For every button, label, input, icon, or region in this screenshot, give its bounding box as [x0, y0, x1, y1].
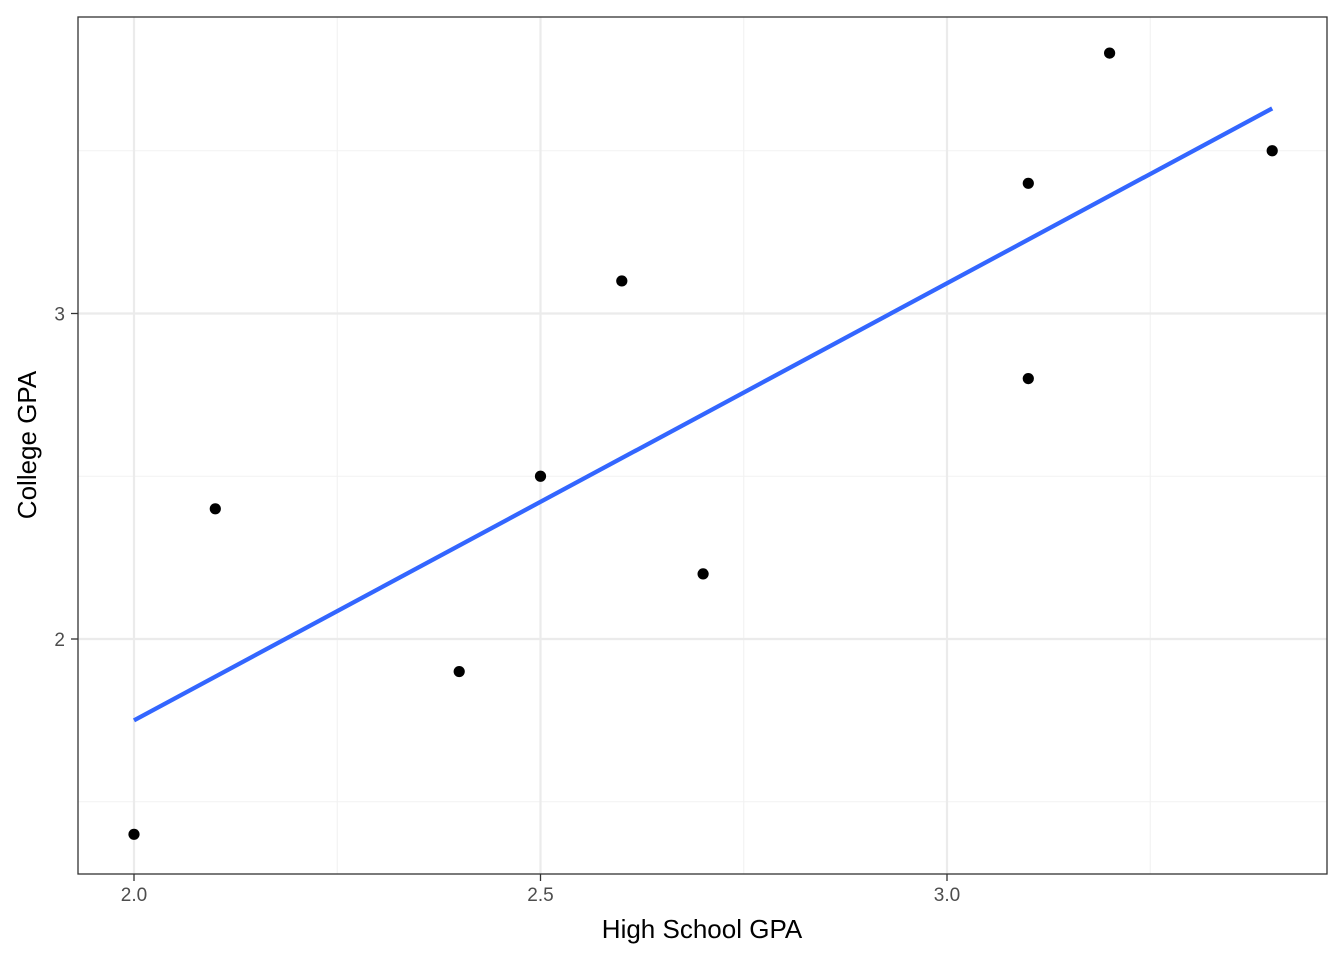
data-point [1104, 47, 1116, 59]
data-point [1022, 177, 1034, 189]
data-point [209, 503, 221, 515]
data-point [616, 275, 628, 287]
x-tick-label: 2.5 [527, 885, 553, 906]
y-tick-label: 3 [54, 305, 65, 326]
data-point [534, 470, 547, 482]
y-axis-ticks: 23 [54, 305, 78, 651]
x-tick-label: 3.0 [934, 885, 960, 906]
data-point [453, 665, 465, 678]
data-point [128, 828, 140, 840]
minor-grid [78, 17, 1327, 874]
data-point [697, 568, 709, 580]
x-axis-title: High School GPA [602, 914, 803, 944]
x-axis-ticks: 2.0 2.5 3.0 [121, 874, 960, 906]
y-tick-label: 2 [54, 630, 65, 651]
y-axis-title: College GPA [12, 370, 42, 519]
regression-line [132, 106, 1274, 723]
panel-border [77, 16, 1328, 875]
fit-line-layer [132, 106, 1274, 723]
major-grid [78, 17, 1327, 874]
points-layer [128, 47, 1278, 840]
data-point [1266, 145, 1278, 157]
x-tick-label: 2.0 [121, 885, 147, 906]
data-point [1022, 373, 1034, 385]
